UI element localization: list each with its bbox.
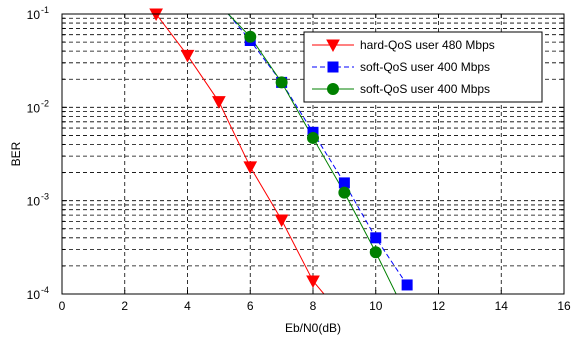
series-1-point [212,96,226,109]
y-tick-label-base: 10 [27,288,41,302]
series-3-point [244,30,257,43]
y-axis-title: BER [9,141,23,166]
x-tick-label: 10 [369,299,383,313]
y-tick-labels: 10-410-310-210-1 [27,5,49,302]
legend: hard-QoS user 480 Mbps soft-QoS user 400 … [303,31,543,103]
y-tick-label: 10 [27,288,41,302]
series-3-point [275,76,288,89]
series-2-point [401,279,413,291]
series-2-point [370,232,382,244]
series-1-point [306,275,320,288]
series-3-point [369,246,382,259]
x-tick-label: 4 [184,299,191,313]
legend-marker-2 [327,61,339,73]
legend-marker-1 [326,39,340,53]
legend-box [303,31,543,103]
series-1-point [274,214,289,228]
legend-marker-3 [327,83,339,95]
x-tick-label: 14 [495,299,509,313]
series-2-point [338,177,350,189]
y-tick-label-exponent: -3 [41,192,49,202]
legend-label-1: hard-QoS user 480 Mbps [360,38,495,52]
series-3-point [338,186,351,199]
x-tick-labels: 0 2 4 6 8 10 12 14 16 [59,299,571,313]
legend-label-2: soft-QoS user 400 Mbps [360,60,490,74]
x-tick-label: 6 [247,299,254,313]
y-tick-label: 10 [27,195,41,209]
x-tick-label: 16 [557,299,571,313]
y-tick-label-exponent: -4 [41,285,49,295]
series-1-point [243,161,258,174]
legend-label-3: soft-QoS user 400 Mbps [360,82,490,96]
y-tick-label-exponent: -2 [41,98,49,108]
x-tick-label: 12 [432,299,446,313]
axis-ticks [61,14,565,295]
y-tick-label-base: 10 [27,8,41,22]
y-tick-label-base: 10 [27,101,41,115]
y-tick-label-exponent: -1 [41,5,49,15]
x-tick-label: 8 [310,299,317,313]
series-3-point [307,131,319,144]
series-1-point [180,49,195,63]
y-tick-label: 10 [27,8,41,22]
y-tick-label-base: 10 [27,195,41,209]
x-tick-label: 0 [59,299,66,313]
y-tick-label: 10 [27,101,41,115]
x-axis-title: Eb/N0(dB) [285,321,341,335]
x-tick-label: 2 [121,299,128,313]
